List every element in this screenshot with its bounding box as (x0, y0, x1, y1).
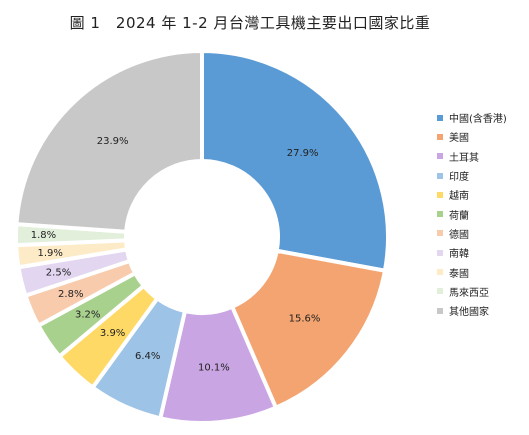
legend-item: 泰國 (437, 262, 507, 281)
legend-swatch (437, 269, 443, 276)
slice-0 (200, 48, 390, 274)
legend-swatch (437, 133, 443, 140)
data-label-3: 6.4% (135, 351, 160, 362)
legend-item: 德國 (437, 224, 507, 243)
legend-swatch (437, 249, 443, 256)
legend-label: 中國(含香港) (449, 114, 507, 126)
legend-item: 荷蘭 (437, 204, 507, 223)
data-label-8: 1.9% (38, 248, 63, 259)
data-label-7: 2.5% (46, 267, 71, 278)
legend-label: 馬來西亞 (449, 287, 489, 299)
legend: 中國(含香港) 美國土耳其印度越南荷蘭德國南韓泰國馬來西亞其他國家 (437, 108, 507, 320)
data-label-1: 15.6% (289, 314, 321, 325)
data-label-10: 23.9% (97, 136, 129, 147)
legend-swatch (437, 153, 443, 160)
legend-item: 其他國家 (437, 301, 507, 320)
data-label-0: 27.9% (287, 148, 319, 159)
legend-label: 土耳其 (449, 152, 479, 164)
legend-label: 南韓 (449, 249, 469, 261)
legend-swatch (437, 114, 443, 121)
slice-10 (14, 48, 204, 234)
legend-label: 印度 (449, 172, 469, 184)
legend-swatch (437, 307, 443, 314)
data-label-6: 2.8% (58, 289, 83, 300)
legend-item: 中國(含香港) (437, 108, 507, 127)
legend-swatch (437, 230, 443, 237)
legend-label: 其他國家 (449, 307, 489, 319)
legend-label: 德國 (449, 229, 469, 241)
legend-label: 越南 (449, 191, 469, 203)
data-label-5: 3.2% (75, 310, 100, 321)
legend-label: 泰國 (449, 268, 469, 280)
data-labels: 27.9% 15.6% 10.1% 6.4% 3.9%3.2% 2.8% 2.5% 1.9% 1… (31, 136, 321, 373)
legend-item: 美國 (437, 127, 507, 146)
legend-item: 馬來西亞 (437, 282, 507, 301)
legend-label: 美國 (449, 133, 469, 145)
legend-item: 南韓 (437, 243, 507, 262)
legend-swatch (437, 288, 443, 295)
legend-swatch (437, 172, 443, 179)
data-label-4: 3.9% (100, 328, 125, 339)
legend-swatch (437, 191, 443, 198)
chart-title: 圖 1 2024 年 1-2 月台灣工具機主要出口國家比重 (69, 14, 431, 32)
data-label-2: 10.1% (198, 362, 230, 373)
slice-1 (229, 248, 388, 411)
legend-item: 土耳其 (437, 147, 507, 166)
legend-label: 荷蘭 (449, 210, 469, 222)
donut-slices (14, 48, 390, 425)
data-label-9: 1.8% (31, 230, 56, 241)
legend-item: 印度 (437, 166, 507, 185)
legend-item: 越南 (437, 185, 507, 204)
legend-swatch (437, 211, 443, 218)
